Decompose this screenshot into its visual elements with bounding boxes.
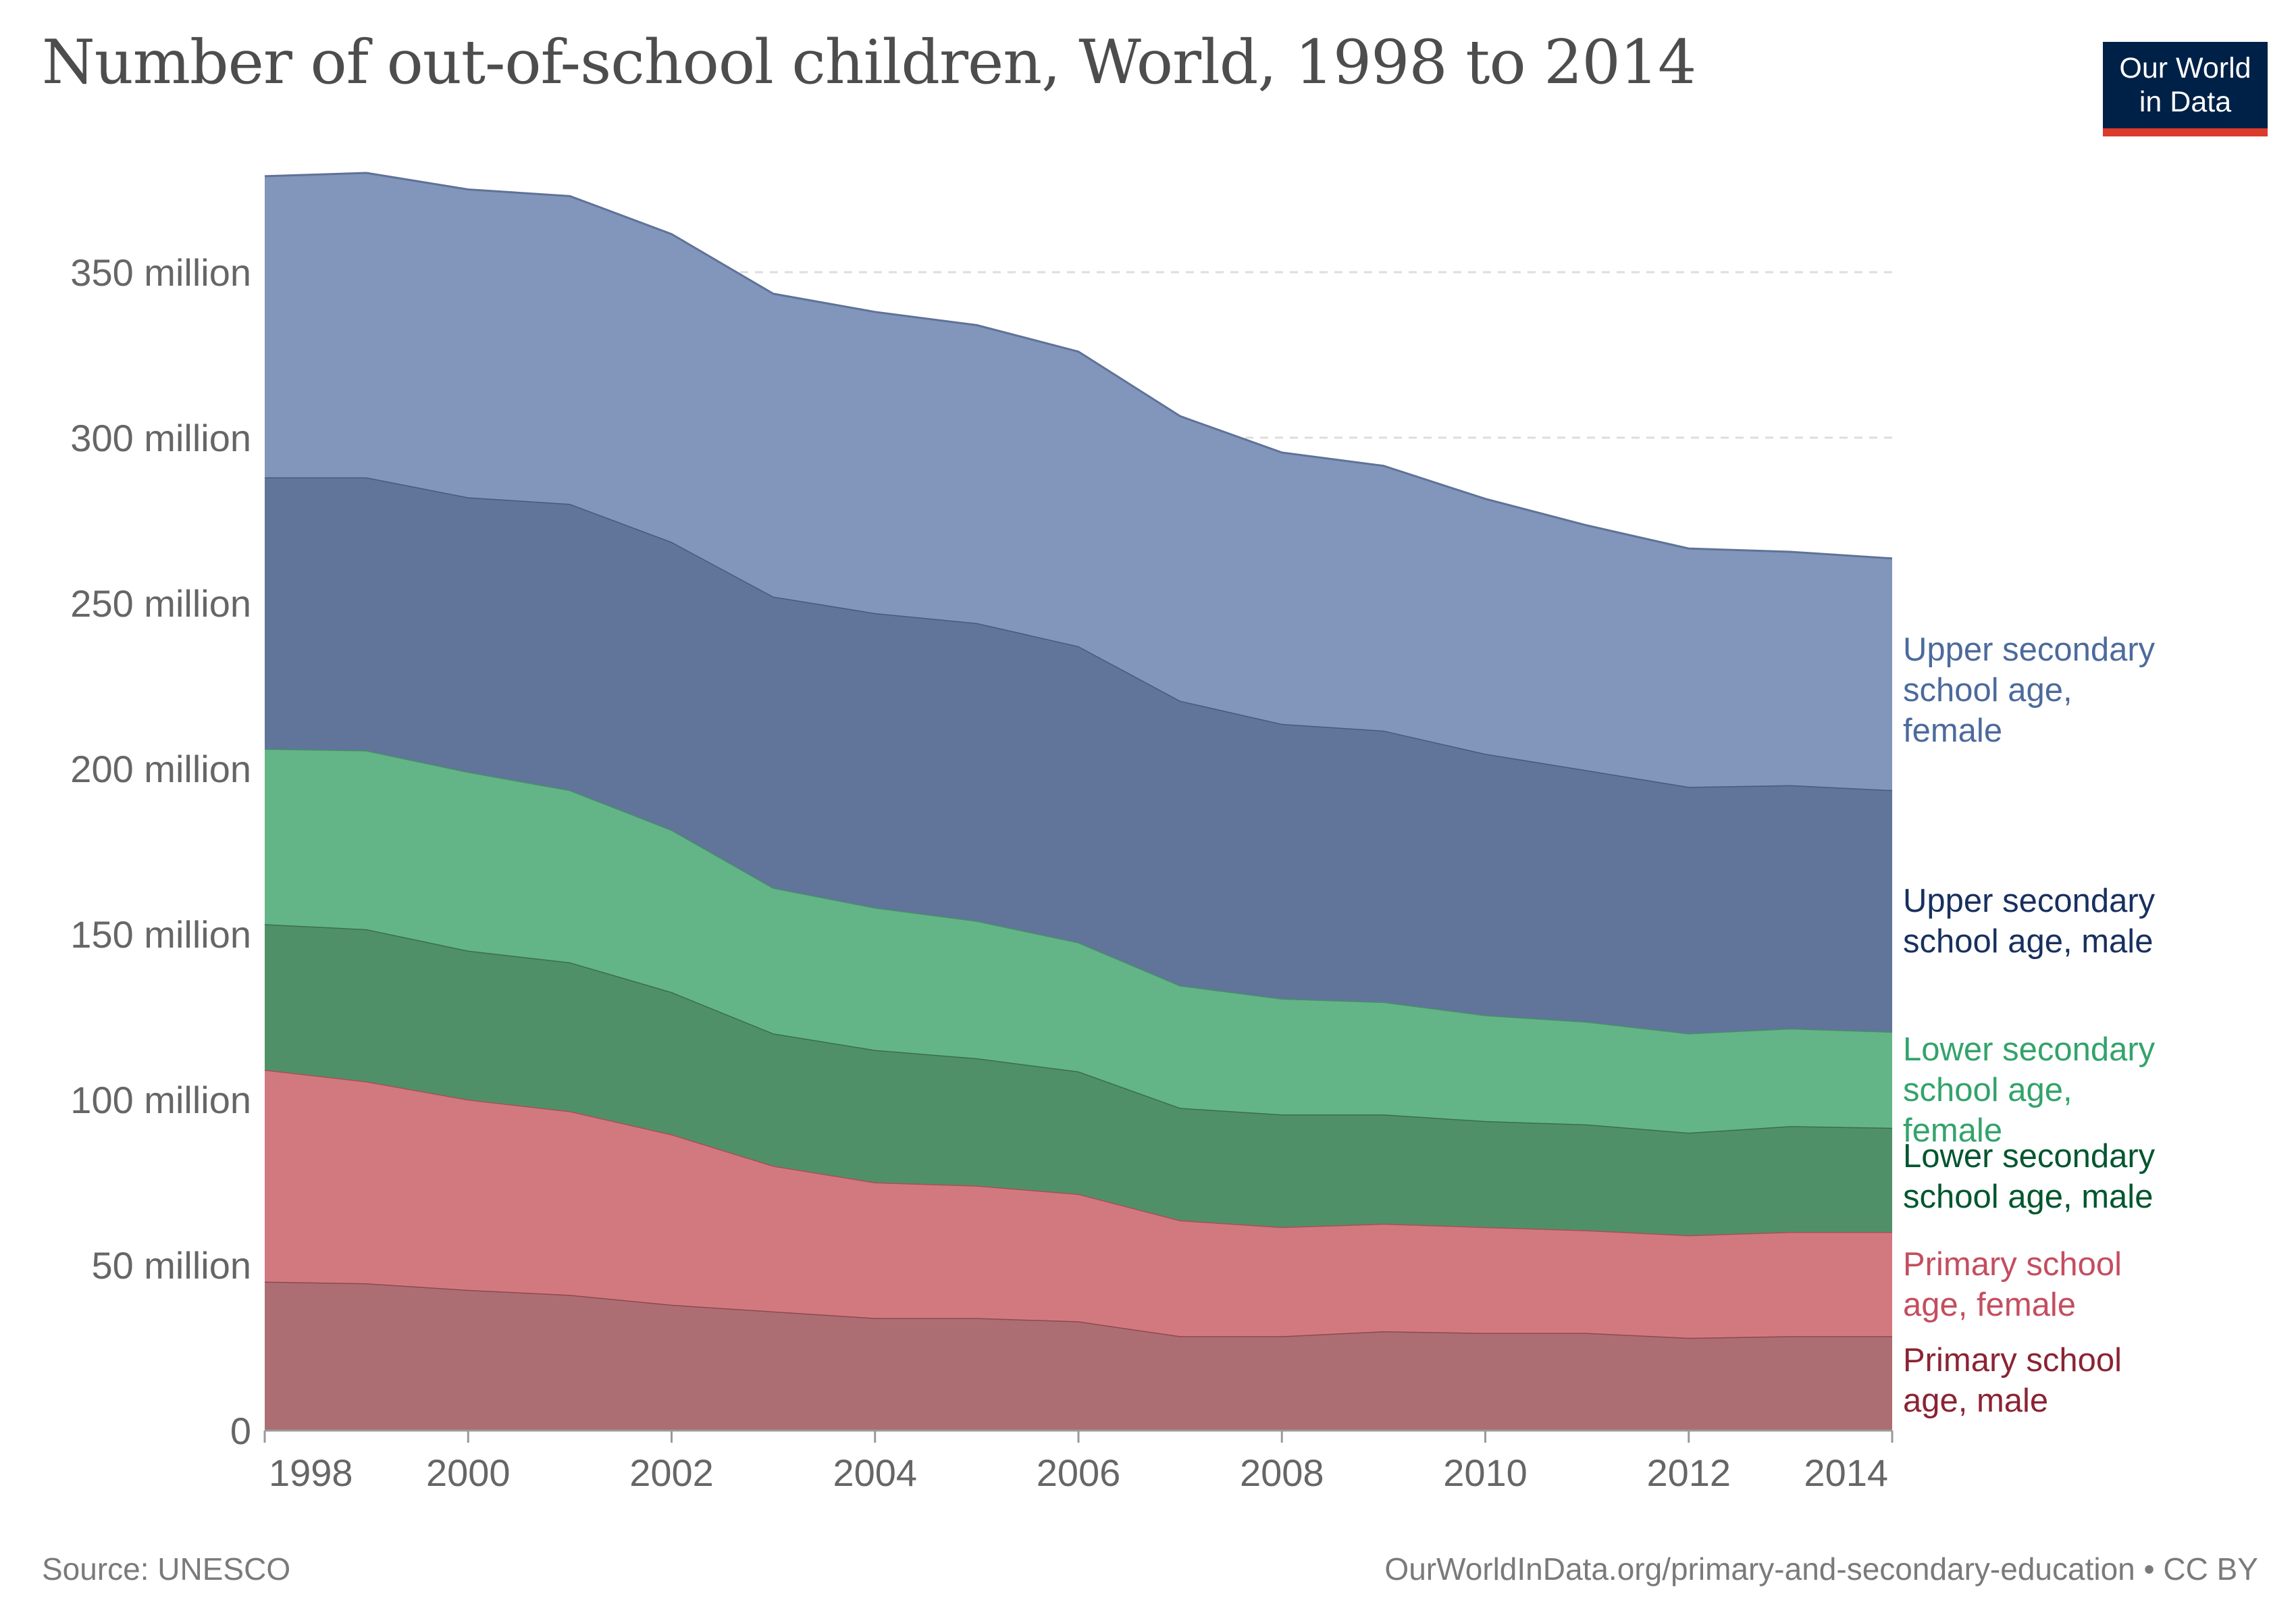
x-tick-label: 2006 (1037, 1451, 1121, 1494)
series-label-line: Lower secondary (1903, 1138, 2156, 1175)
x-tick-label: 2008 (1240, 1451, 1324, 1494)
series-label: Lower secondary school age, female (1903, 1031, 2156, 1149)
series-label: Upper secondary school age, female (1903, 632, 2156, 749)
source-note: Source: UNESCO (42, 1551, 291, 1587)
credit-link[interactable]: OurWorldInData.org/primary-and-secondary… (1384, 1551, 2258, 1587)
area-upper-secondary-school-age-female[interactable] (265, 173, 1892, 790)
owid-logo[interactable]: Our World in Data (2103, 42, 2268, 136)
y-tick-label: 50 million (91, 1244, 251, 1287)
logo-line-2: in Data (2139, 86, 2232, 118)
y-tick-label: 200 million (70, 748, 251, 790)
logo-line-1: Our World (2119, 52, 2251, 84)
y-tick-label: 150 million (70, 913, 251, 956)
area-upper-secondary-school-age-male[interactable] (265, 477, 1892, 1033)
y-tick-label: 300 million (70, 417, 251, 459)
x-tick-label: 2004 (833, 1451, 917, 1494)
series-label: Upper secondary school age, male (1903, 883, 2156, 960)
series-label-line: Primary school (1903, 1246, 2122, 1283)
series-label-line: female (1903, 1112, 2002, 1149)
series-label: Lower secondary school age, male (1903, 1138, 2156, 1215)
series-label-line: age, female (1903, 1287, 2076, 1323)
series-label-line: school age, male (1903, 1179, 2153, 1215)
area-lower-secondary-school-age-male[interactable] (265, 924, 1892, 1235)
area-lower-secondary-school-age-female[interactable] (265, 748, 1892, 1133)
series-labels: Primary school age, male Primary school age… (1903, 632, 2156, 1419)
axes: 0 50 million 100 million 150 million 200 mil… (70, 251, 1894, 1494)
x-tick-label: 1998 (269, 1451, 353, 1494)
y-tick-label: 350 million (70, 251, 251, 294)
series-label: Primary school age, female (1903, 1246, 2122, 1323)
series-label-line: age, male (1903, 1383, 2048, 1419)
series-label-line: school age, (1903, 1072, 2072, 1108)
series-label-line: school age, (1903, 672, 2072, 709)
area-primary-school-age-female[interactable] (265, 1069, 1892, 1338)
area-primary-school-age-male[interactable] (265, 1281, 1892, 1431)
x-tick-label: 2014 (1804, 1451, 1888, 1494)
series-label-line: female (1903, 713, 2002, 749)
x-tick-label: 2002 (629, 1451, 714, 1494)
y-tick-label: 250 million (70, 582, 251, 625)
y-tick-label: 0 (230, 1410, 251, 1452)
series-label-line: school age, male (1903, 923, 2153, 960)
series-label-line: Lower secondary (1903, 1031, 2156, 1068)
series-label-line: Upper secondary (1903, 883, 2156, 919)
series-label-line: Upper secondary (1903, 632, 2156, 668)
area-series-group (264, 172, 1893, 1431)
x-tick-label: 2012 (1646, 1451, 1731, 1494)
x-tick-label: 2010 (1443, 1451, 1528, 1494)
chart-title: Number of out-of-school children, World,… (42, 27, 1696, 98)
line-upper-secondary-school-age-female (264, 172, 1893, 560)
y-tick-label: 100 million (70, 1079, 251, 1121)
series-label-line: Primary school (1903, 1342, 2122, 1379)
series-label: Primary school age, male (1903, 1342, 2122, 1419)
x-tick-label: 2000 (426, 1451, 511, 1494)
